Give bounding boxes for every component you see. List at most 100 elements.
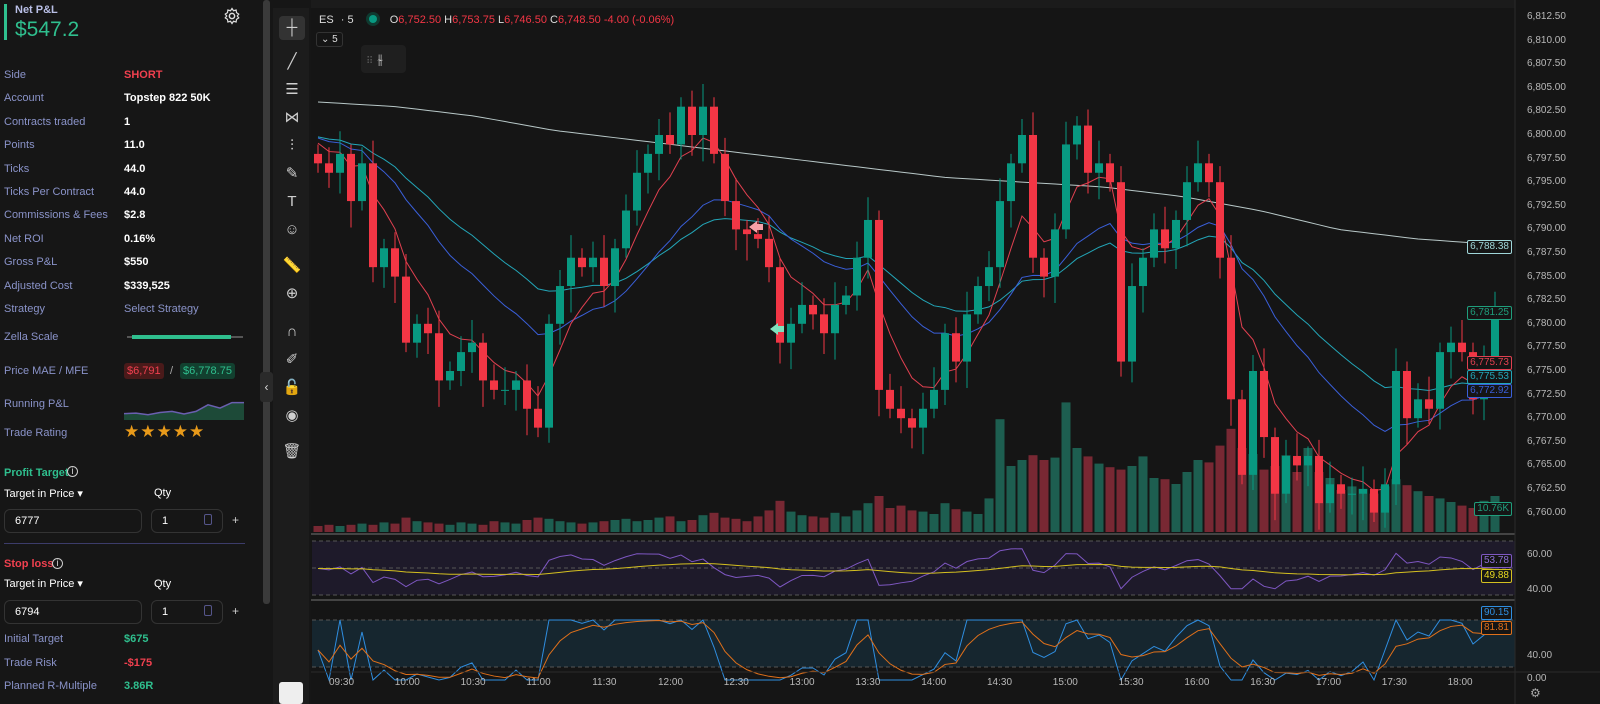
tradingview-logo[interactable] — [279, 682, 303, 704]
lock-drawing-icon[interactable]: ✐ — [285, 351, 299, 368]
star-icon[interactable]: ★ — [140, 422, 157, 441]
candle-settings-icon[interactable]: ⫳ — [377, 51, 383, 67]
calculator-icon[interactable] — [204, 605, 212, 616]
candle — [776, 257, 784, 364]
drag-handle-icon[interactable]: ⠿ — [366, 56, 374, 67]
ruler-icon[interactable]: 📏 — [282, 257, 302, 274]
trash-icon[interactable]: 🗑 — [282, 443, 302, 460]
candle — [798, 282, 806, 334]
volume-bar — [654, 517, 664, 532]
price-axis-label: 6,787.50 — [1527, 247, 1566, 258]
candle — [369, 140, 377, 283]
profit-target-title: Profit Target — [4, 467, 69, 479]
zella-scale-label: Zella Scale — [4, 331, 59, 343]
add-stop-button[interactable]: + — [232, 604, 240, 618]
emoji-icon[interactable]: ☺ — [284, 221, 300, 238]
summary-row-value[interactable]: Select Strategy — [124, 303, 199, 315]
candle — [765, 216, 773, 283]
volume-bar — [533, 517, 543, 532]
star-icon[interactable]: ★ — [156, 422, 173, 441]
volume-bar — [610, 520, 620, 532]
stop-loss-mode-dropdown[interactable]: Target in Price ▾ — [4, 577, 83, 590]
price-axis-label: 6,802.50 — [1527, 105, 1566, 117]
volume-bar — [313, 526, 323, 532]
volume-bar — [852, 510, 862, 532]
candle — [1304, 446, 1312, 487]
summary-row-label: Contracts traded — [4, 115, 86, 128]
price-axis-label: 6,770.00 — [1527, 412, 1566, 424]
zoom-in-icon[interactable]: ⊕ — [285, 285, 299, 302]
candle — [919, 392, 927, 455]
crosshair-icon[interactable]: ┼ — [279, 16, 305, 40]
star-icon[interactable]: ★ — [172, 422, 189, 441]
brush-icon[interactable]: ✎ — [285, 165, 299, 182]
volume-bar — [1083, 456, 1093, 532]
interval: · 5 — [340, 14, 354, 26]
settings-icon[interactable]: ⚙ — [1530, 686, 1541, 700]
star-icon[interactable]: ★ — [124, 422, 141, 441]
gear-icon[interactable] — [223, 7, 241, 25]
info-icon[interactable]: i — [67, 466, 78, 477]
stoch-axis-label: 0.00 — [1527, 673, 1547, 684]
stop-loss-price-input[interactable] — [4, 600, 142, 624]
floating-chart-toolbar[interactable]: ⠿ ⫳ — [361, 45, 406, 73]
volume-bar — [1457, 505, 1467, 532]
price-axis-label: 6,797.50 — [1527, 152, 1566, 164]
summary-row-label: Points — [4, 139, 35, 152]
exit-arrow-icon — [770, 323, 784, 335]
candle — [435, 310, 443, 407]
volume-bar — [1248, 454, 1258, 532]
time-axis-label: 17:30 — [1381, 677, 1407, 688]
open-value: 6,752.50 — [398, 14, 442, 26]
star-icon[interactable]: ★ — [189, 422, 206, 441]
horizontal-lines-icon[interactable]: ☰ — [285, 81, 299, 98]
candle — [1128, 263, 1136, 383]
volume-bar — [1446, 502, 1456, 532]
calculator-icon[interactable] — [204, 514, 212, 525]
lock-icon[interactable]: 🔓 — [282, 379, 302, 396]
ema-slow-line — [317, 136, 1496, 392]
volume-bar — [1193, 460, 1203, 532]
volume-bar — [808, 516, 818, 532]
time-axis-label: 14:00 — [921, 677, 947, 688]
volume-bar — [643, 520, 653, 532]
trade-rating-stars[interactable]: ★★★★★ — [124, 422, 205, 442]
result-label: Trade Risk — [4, 656, 57, 669]
candle — [1249, 354, 1257, 490]
info-icon[interactable]: i — [52, 558, 63, 569]
pattern-icon[interactable]: ⋈ — [284, 109, 300, 126]
candle — [556, 269, 564, 345]
volume-bar — [1215, 445, 1225, 532]
candle — [358, 147, 366, 211]
candle — [523, 364, 531, 436]
profit-target-price-input[interactable] — [4, 509, 142, 533]
candle — [897, 386, 905, 434]
volume-bar — [456, 522, 466, 532]
candle — [699, 84, 707, 162]
rsi-axis-label: 60.00 — [1527, 549, 1553, 560]
add-target-button[interactable]: + — [232, 513, 240, 527]
magnet-icon[interactable]: ∩ — [286, 323, 298, 340]
collapse-panel-chevron-icon[interactable]: ‹ — [260, 372, 273, 402]
candle — [1414, 383, 1422, 428]
fib-icon[interactable]: ⫶ — [290, 137, 294, 154]
volume-bar — [1182, 472, 1192, 532]
summary-row-value: 1 — [124, 115, 131, 128]
summary-row-label: Account — [4, 92, 44, 105]
candle — [1326, 461, 1334, 513]
change-value: -4.00 (-0.06%) — [603, 14, 675, 26]
volume-bar — [467, 523, 477, 532]
summary-row-label: Strategy — [4, 303, 45, 315]
profit-target-mode-dropdown[interactable]: Target in Price ▾ — [4, 487, 83, 500]
summary-row-value: 0.16% — [124, 232, 156, 245]
eye-icon[interactable]: ◉ — [285, 407, 299, 424]
left-panel-scrollbar[interactable] — [263, 0, 270, 604]
volume-bar — [1171, 484, 1181, 532]
price-axis-label: 6,760.00 — [1527, 506, 1566, 518]
text-icon[interactable]: T — [287, 193, 297, 210]
trend-line-icon[interactable]: ╱ — [287, 53, 297, 70]
interval-toggle-button[interactable]: ⌄ 5 — [316, 32, 343, 47]
volume-bar — [885, 508, 895, 532]
volume-bar — [1303, 448, 1313, 532]
